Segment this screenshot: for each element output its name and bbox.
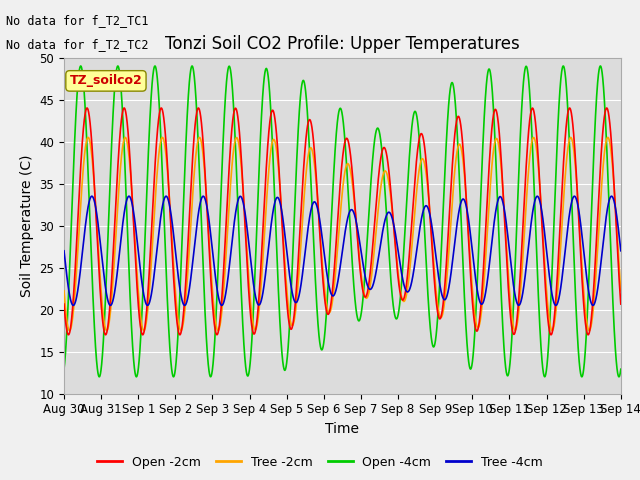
Open -2cm	[422, 161, 430, 167]
Open -2cm	[120, 105, 128, 111]
X-axis label: Time: Time	[325, 422, 360, 436]
Open -2cm	[65, 332, 72, 337]
Tree -4cm	[161, 194, 169, 200]
Open -4cm	[273, 253, 281, 259]
Open -4cm	[617, 366, 625, 372]
Tree -2cm	[60, 288, 68, 294]
Open -2cm	[617, 301, 625, 307]
Open -2cm	[161, 132, 169, 137]
Tree -4cm	[518, 295, 525, 300]
Legend: Open -2cm, Tree -2cm, Open -4cm, Tree -4cm: Open -2cm, Tree -2cm, Open -4cm, Tree -4…	[92, 451, 548, 474]
Tree -2cm	[161, 146, 169, 152]
Open -2cm	[273, 136, 281, 142]
Title: Tonzi Soil CO2 Profile: Upper Temperatures: Tonzi Soil CO2 Profile: Upper Temperatur…	[165, 35, 520, 53]
Tree -4cm	[617, 248, 625, 253]
Tree -2cm	[273, 151, 281, 156]
Tree -4cm	[422, 203, 430, 209]
Open -4cm	[161, 248, 169, 254]
Open -4cm	[394, 312, 402, 318]
Line: Tree -4cm: Tree -4cm	[64, 196, 621, 305]
Tree -2cm	[617, 288, 625, 294]
Tree -4cm	[476, 298, 483, 304]
Tree -4cm	[394, 248, 402, 253]
Y-axis label: Soil Temperature (C): Soil Temperature (C)	[20, 155, 34, 297]
Text: TZ_soilco2: TZ_soilco2	[70, 74, 142, 87]
Line: Open -2cm: Open -2cm	[64, 108, 621, 335]
Tree -2cm	[518, 267, 526, 273]
Open -2cm	[60, 301, 68, 307]
Tree -4cm	[60, 248, 68, 253]
Tree -2cm	[66, 328, 74, 334]
Tree -4cm	[273, 195, 281, 201]
Open -4cm	[422, 263, 430, 269]
Open -4cm	[476, 220, 483, 226]
Tree -2cm	[476, 321, 483, 326]
Line: Open -4cm: Open -4cm	[64, 66, 621, 377]
Text: No data for f_T2_TC1: No data for f_T2_TC1	[6, 14, 149, 27]
Tree -2cm	[394, 270, 402, 276]
Tree -4cm	[589, 302, 596, 308]
Open -4cm	[77, 63, 84, 69]
Line: Tree -2cm: Tree -2cm	[64, 137, 621, 331]
Open -4cm	[60, 366, 68, 372]
Tree -2cm	[422, 172, 430, 178]
Open -4cm	[518, 100, 526, 106]
Open -4cm	[132, 374, 140, 380]
Open -2cm	[518, 241, 526, 247]
Open -2cm	[394, 275, 402, 281]
Open -2cm	[476, 316, 483, 322]
Tree -2cm	[122, 134, 129, 140]
Tree -4cm	[88, 193, 96, 199]
Text: No data for f_T2_TC2: No data for f_T2_TC2	[6, 38, 149, 51]
